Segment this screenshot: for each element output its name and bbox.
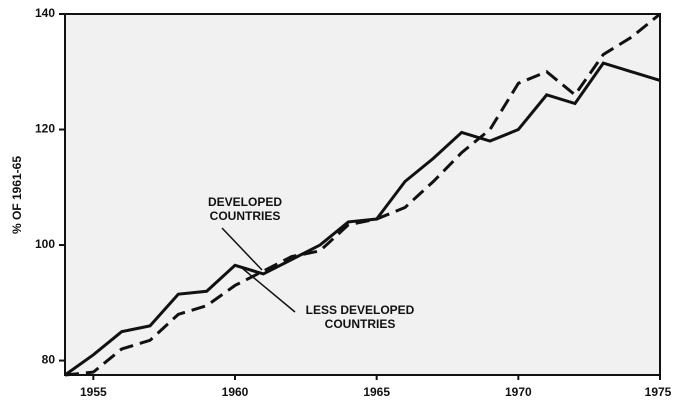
y-tick-label: 80 xyxy=(42,353,56,367)
plot-area xyxy=(64,13,661,376)
annotation-arrow xyxy=(221,227,263,271)
x-tick-label: 1970 xyxy=(505,385,532,399)
x-tick-label: 1965 xyxy=(363,385,390,399)
y-tick-label: 120 xyxy=(35,122,55,136)
x-tick-label: 1975 xyxy=(645,385,672,399)
annotation: COUNTRIES xyxy=(325,317,396,331)
annotation: LESS DEVELOPED xyxy=(306,303,415,317)
annotation: DEVELOPED xyxy=(208,195,282,209)
annotation: COUNTRIES xyxy=(210,209,281,223)
y-tick-label: 140 xyxy=(35,6,55,20)
y-axis-label: % OF 1961-65 xyxy=(10,156,24,234)
series-line xyxy=(64,12,661,377)
annotation-arrow xyxy=(241,267,296,313)
x-tick-label: 1960 xyxy=(222,385,249,399)
y-tick-label: 100 xyxy=(35,237,55,251)
x-tick-label: 1955 xyxy=(80,385,107,399)
